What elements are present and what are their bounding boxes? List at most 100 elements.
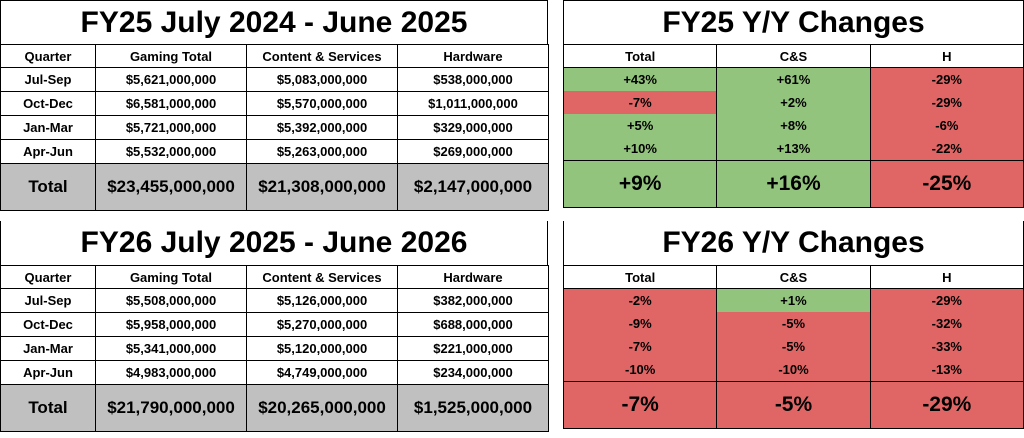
column-header: Gaming Total (95, 265, 247, 289)
gaming-total-sum: $23,455,000,000 (95, 163, 247, 211)
fy25-revenue-panel: FY25 July 2024 - June 2025 Quarter Gamin… (0, 0, 549, 211)
table-row: -9% -5% -32% (562, 312, 1024, 335)
table-row: Apr-Jun $4,983,000,000 $4,749,000,000 $2… (0, 360, 549, 385)
quarter-cell: Jan-Mar (0, 336, 96, 361)
column-header: Content & Services (246, 44, 398, 68)
hardware-sum: $2,147,000,000 (397, 163, 549, 211)
quarter-cell: Apr-Jun (0, 139, 96, 164)
gaming-total-sum: $21,790,000,000 (95, 384, 247, 432)
hardware-cell: $234,000,000 (397, 360, 549, 385)
gaming-total-cell: $5,721,000,000 (95, 115, 247, 140)
content-services-cell: $5,263,000,000 (246, 139, 398, 164)
table-row: Apr-Jun $5,532,000,000 $5,263,000,000 $2… (0, 139, 549, 164)
yy-cs-cell: -5% (716, 335, 871, 358)
table-row: Jan-Mar $5,341,000,000 $5,120,000,000 $2… (0, 336, 549, 361)
column-header: Quarter (0, 265, 96, 289)
gaming-total-cell: $6,581,000,000 (95, 91, 247, 116)
fy26-revenue-panel: FY26 July 2025 - June 2026 Quarter Gamin… (0, 221, 549, 432)
column-header: Gaming Total (95, 44, 247, 68)
table-row: -10% -10% -13% (562, 358, 1024, 382)
table-row: Jul-Sep $5,508,000,000 $5,126,000,000 $3… (0, 288, 549, 313)
gaming-total-cell: $5,508,000,000 (95, 288, 247, 313)
yy-total-cell: +10% (562, 137, 718, 161)
table-row: +5% +8% -6% (562, 114, 1024, 137)
yy-hardware-cell: -29% (870, 67, 1024, 91)
column-header: Content & Services (246, 265, 398, 289)
hardware-cell: $688,000,000 (397, 312, 549, 337)
yy-total-cell: -7% (562, 335, 718, 358)
yy-total-cell: -9% (562, 312, 718, 335)
table-header-row: Total C&S H (562, 44, 1024, 68)
fy25-yy-table: Total C&S H +43% +61% -29% -7% +2% -29% … (562, 44, 1024, 208)
table-header-row: Quarter Gaming Total Content & Services … (0, 265, 549, 289)
yy-hardware-cell: -29% (870, 91, 1024, 114)
hardware-cell: $538,000,000 (397, 67, 549, 92)
yy-hardware-sum: -25% (869, 160, 1024, 208)
gaming-total-cell: $5,621,000,000 (95, 67, 247, 92)
content-services-cell: $5,083,000,000 (246, 67, 398, 92)
yy-hardware-cell: -6% (870, 114, 1024, 137)
hardware-cell: $329,000,000 (397, 115, 549, 140)
content-services-sum: $21,308,000,000 (246, 163, 398, 211)
content-services-cell: $5,126,000,000 (246, 288, 398, 313)
fy26-title: FY26 July 2025 - June 2026 (0, 221, 548, 265)
content-services-cell: $4,749,000,000 (246, 360, 398, 385)
hardware-cell: $1,011,000,000 (397, 91, 549, 116)
table-row: -7% +2% -29% (562, 91, 1024, 114)
quarter-cell: Oct-Dec (0, 91, 96, 116)
total-row: Total $23,455,000,000 $21,308,000,000 $2… (0, 163, 549, 211)
column-header: H (869, 44, 1024, 68)
yy-total-sum: -7% (562, 381, 718, 429)
yy-total-cell: -10% (562, 358, 718, 382)
fy26-yy-panel: FY26 Y/Y Changes Total C&S H -2% +1% -29… (562, 221, 1024, 429)
quarter-cell: Jul-Sep (0, 288, 96, 313)
yy-cs-cell: +61% (716, 67, 871, 91)
yy-total-cell: -7% (562, 91, 718, 114)
yy-hardware-cell: -13% (870, 358, 1024, 382)
yy-hardware-cell: -33% (870, 335, 1024, 358)
quarter-cell: Apr-Jun (0, 360, 96, 385)
quarter-cell: Oct-Dec (0, 312, 96, 337)
column-header: H (869, 265, 1024, 289)
fy26-yy-title: FY26 Y/Y Changes (563, 221, 1024, 265)
total-row: -7% -5% -29% (562, 381, 1024, 429)
yy-total-cell: +5% (562, 114, 718, 137)
hardware-cell: $221,000,000 (397, 336, 549, 361)
content-services-cell: $5,570,000,000 (246, 91, 398, 116)
gaming-total-cell: $4,983,000,000 (95, 360, 247, 385)
total-row: +9% +16% -25% (562, 160, 1024, 208)
total-row: Total $21,790,000,000 $20,265,000,000 $1… (0, 384, 549, 432)
gaming-total-cell: $5,532,000,000 (95, 139, 247, 164)
total-label: Total (0, 163, 96, 211)
yy-cs-cell: +13% (716, 137, 871, 161)
yy-cs-cell: -10% (716, 358, 871, 382)
column-header: Hardware (397, 44, 549, 68)
table-row: +10% +13% -22% (562, 137, 1024, 161)
table-row: Oct-Dec $5,958,000,000 $5,270,000,000 $6… (0, 312, 549, 337)
fy25-title: FY25 July 2024 - June 2025 (0, 0, 548, 44)
table-header-row: Total C&S H (562, 265, 1024, 289)
gaming-total-cell: $5,341,000,000 (95, 336, 247, 361)
content-services-cell: $5,120,000,000 (246, 336, 398, 361)
column-header: Hardware (397, 265, 549, 289)
quarter-cell: Jan-Mar (0, 115, 96, 140)
yy-total-sum: +9% (562, 160, 718, 208)
yy-cs-cell: +1% (716, 288, 871, 312)
yy-hardware-cell: -29% (870, 288, 1024, 312)
content-services-cell: $5,392,000,000 (246, 115, 398, 140)
yy-cs-cell: -5% (716, 312, 871, 335)
content-services-cell: $5,270,000,000 (246, 312, 398, 337)
yy-hardware-sum: -29% (869, 381, 1024, 429)
hardware-cell: $269,000,000 (397, 139, 549, 164)
yy-cs-sum: +16% (716, 160, 871, 208)
table-row: Jan-Mar $5,721,000,000 $5,392,000,000 $3… (0, 115, 549, 140)
table-header-row: Quarter Gaming Total Content & Services … (0, 44, 549, 68)
total-label: Total (0, 384, 96, 432)
yy-total-cell: -2% (562, 288, 718, 312)
fy25-revenue-table: Quarter Gaming Total Content & Services … (0, 44, 549, 211)
table-row: +43% +61% -29% (562, 67, 1024, 91)
column-header: Total (562, 265, 718, 289)
fy25-yy-title: FY25 Y/Y Changes (563, 0, 1024, 44)
fy26-revenue-table: Quarter Gaming Total Content & Services … (0, 265, 549, 432)
fy26-yy-table: Total C&S H -2% +1% -29% -9% -5% -32% -7… (562, 265, 1024, 429)
